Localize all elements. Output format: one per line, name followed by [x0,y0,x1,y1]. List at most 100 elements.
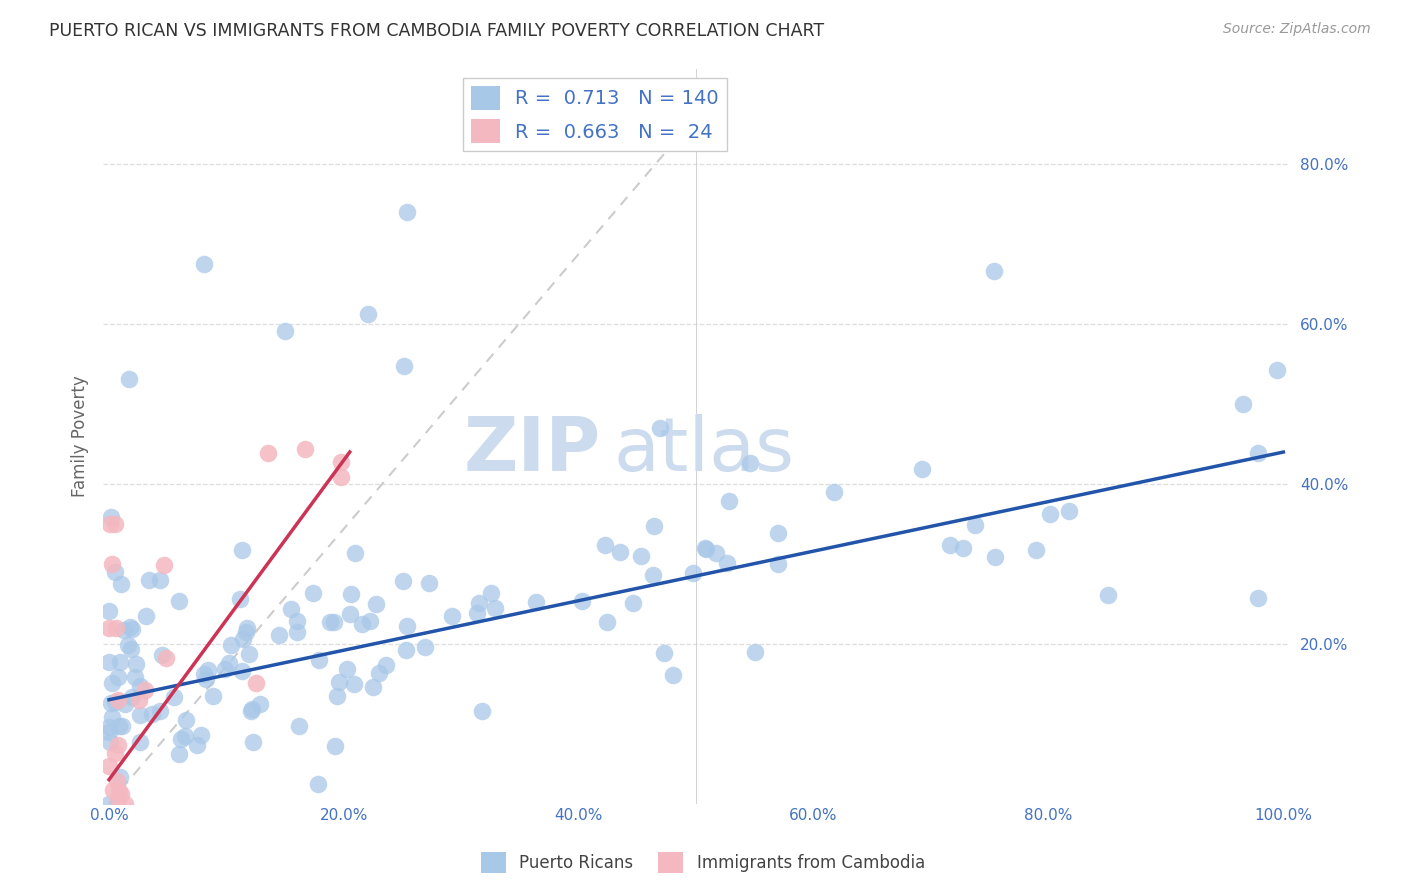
Point [174,713,197,727]
Legend: Puerto Ricans, Immigrants from Cambodia: Puerto Ricans, Immigrants from Cambodia [474,846,932,880]
Point [952,541,974,556]
Point [167,593,190,607]
Text: PUERTO RICAN VS IMMIGRANTS FROM CAMBODIA FAMILY POVERTY CORRELATION CHART: PUERTO RICAN VS IMMIGRANTS FROM CAMBODIA… [49,22,824,40]
Point [197,663,219,677]
Point [682,566,704,581]
Point [471,704,494,718]
Point [641,568,664,582]
Point [256,446,278,460]
Point [368,666,391,681]
Point [231,664,253,678]
Point [1025,543,1047,558]
Point [643,518,665,533]
Text: atlas: atlas [613,414,794,487]
Point [609,545,631,559]
Point [245,676,267,690]
Point [107,784,129,798]
Point [375,658,398,673]
Point [288,719,311,733]
Point [280,601,302,615]
Point [98,720,121,734]
Point [287,614,309,628]
Point [357,307,380,321]
Point [118,372,141,386]
Point [124,670,146,684]
Point [319,615,342,629]
Point [484,600,506,615]
Point [339,607,361,621]
Point [621,596,644,610]
Point [294,442,316,457]
Point [239,704,262,718]
Point [307,777,329,791]
Point [114,697,136,711]
Point [219,639,242,653]
Point [104,516,127,531]
Point [120,642,142,657]
Point [111,719,134,733]
Point [236,621,259,635]
Point [231,542,253,557]
Point [107,791,129,805]
Point [1246,591,1268,606]
Point [174,729,197,743]
Point [344,546,367,560]
Point [186,738,208,752]
Point [98,797,121,811]
Point [141,706,163,721]
Point [101,710,124,724]
Text: ZIP: ZIP [464,414,602,487]
Point [330,454,353,468]
Point [138,573,160,587]
Point [465,606,488,620]
Point [117,638,139,652]
Point [134,682,156,697]
Point [328,674,350,689]
Point [110,577,132,591]
Point [336,662,359,676]
Point [125,657,148,671]
Point [662,668,685,682]
Point [100,509,122,524]
Point [195,673,218,687]
Point [593,539,616,553]
Point [114,797,136,811]
Point [326,689,349,703]
Point [150,648,173,662]
Point [1232,397,1254,411]
Point [648,420,671,434]
Point [238,647,260,661]
Point [110,787,132,801]
Point [361,680,384,694]
Point [155,651,177,665]
Point [167,747,190,761]
Point [744,645,766,659]
Point [98,759,121,773]
Point [340,587,363,601]
Point [695,542,717,557]
Text: Source: ZipAtlas.com: Source: ZipAtlas.com [1223,22,1371,37]
Point [108,719,131,733]
Point [359,614,381,628]
Point [107,738,129,752]
Point [738,456,761,470]
Point [481,586,503,600]
Point [395,619,418,633]
Point [112,623,135,637]
Point [418,575,440,590]
Point [98,655,121,669]
Point [1097,588,1119,602]
Point [218,656,240,670]
Point [235,625,257,640]
Y-axis label: Family Poverty: Family Poverty [72,376,89,497]
Point [716,556,738,570]
Point [104,695,127,709]
Point [232,632,254,646]
Point [330,470,353,484]
Point [107,670,129,684]
Point [440,608,463,623]
Point [1039,508,1062,522]
Point [911,462,934,476]
Point [302,586,325,600]
Point [718,494,741,508]
